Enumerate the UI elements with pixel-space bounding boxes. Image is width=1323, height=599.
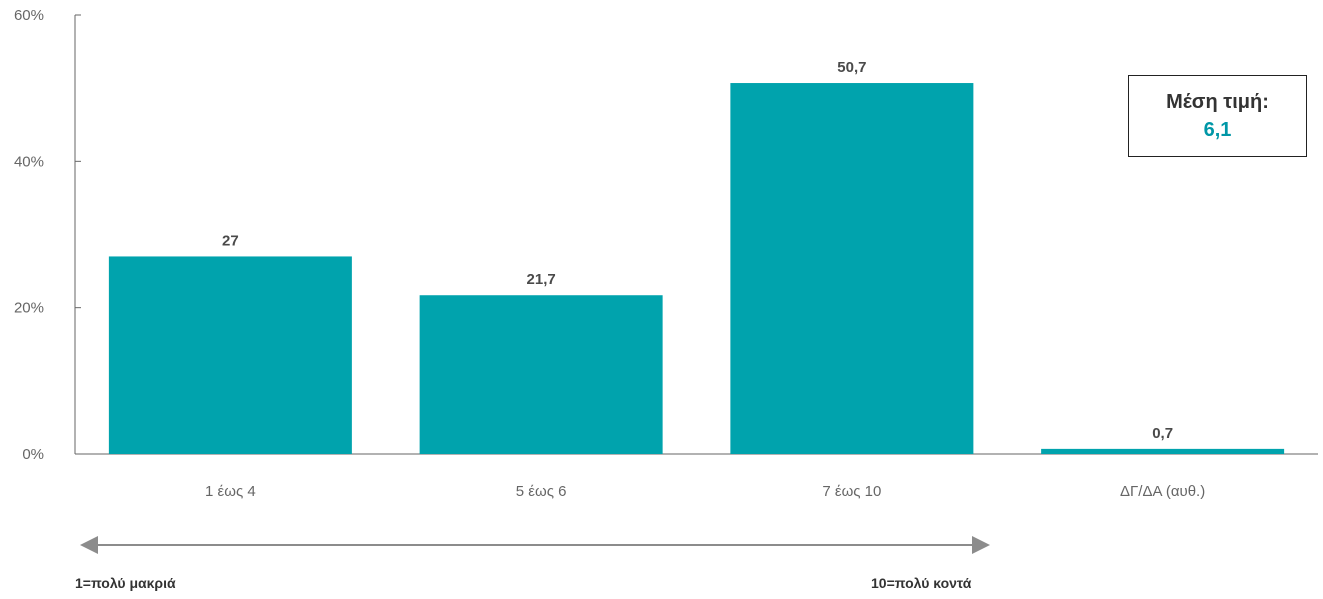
labels: 27 1 έως 4 21,7 5 έως 6 50,7 7 έως 10 0,7 ΔΓ/ΔΑ…	[205, 59, 1205, 500]
x-tick-label: 5 έως 6	[516, 483, 567, 500]
scale-arrow-left-head	[80, 536, 98, 554]
scale-arrow	[80, 536, 990, 554]
bar	[1041, 448, 1285, 454]
data-label: 0,7	[1152, 425, 1173, 442]
x-tick-label: 1 έως 4	[205, 483, 256, 500]
bar	[730, 83, 974, 455]
mean-title: Μέση τιμή:	[1166, 91, 1269, 113]
mean-value-box: Μέση τιμή: 6,1	[1128, 75, 1307, 157]
y-tick-label: 60%	[14, 7, 44, 24]
data-label: 27	[222, 232, 239, 249]
scale-arrow-right-head	[972, 536, 990, 554]
x-tick-label: 7 έως 10	[822, 483, 881, 500]
bar	[108, 256, 352, 454]
x-tick-label: ΔΓ/ΔΑ (αυθ.)	[1120, 483, 1205, 500]
data-label: 50,7	[837, 59, 866, 76]
scale-left-label: 1=πολύ μακριά	[75, 575, 176, 591]
y-tick-label: 40%	[14, 153, 44, 170]
y-tick-label: 20%	[14, 300, 44, 317]
data-label: 21,7	[527, 271, 556, 288]
bar	[419, 295, 663, 454]
bars	[108, 83, 1285, 455]
scale-right-label: 10=πολύ κοντά	[871, 575, 972, 591]
mean-value: 6,1	[1203, 119, 1232, 141]
y-tick-label: 0%	[22, 446, 44, 463]
